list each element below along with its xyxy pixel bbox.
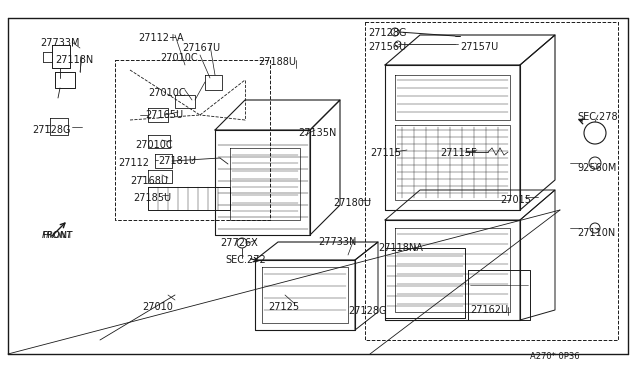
Text: 27135N: 27135N xyxy=(298,128,337,138)
Text: 27726X: 27726X xyxy=(220,238,258,248)
Text: 27733N: 27733N xyxy=(318,237,356,247)
Text: 27010C: 27010C xyxy=(148,88,186,98)
Text: 27110N: 27110N xyxy=(577,228,615,238)
Text: 27128G: 27128G xyxy=(32,125,70,135)
Text: 27115: 27115 xyxy=(370,148,401,158)
Text: SEC.272: SEC.272 xyxy=(225,255,266,265)
Text: 27125: 27125 xyxy=(268,302,299,312)
Text: 27015: 27015 xyxy=(500,195,531,205)
Text: 27162U: 27162U xyxy=(470,305,508,315)
Text: 27112+A: 27112+A xyxy=(138,33,184,43)
Text: 92560M: 92560M xyxy=(577,163,616,173)
Text: 27118N: 27118N xyxy=(55,55,93,65)
Text: 27167U: 27167U xyxy=(182,43,220,53)
Text: 27156U: 27156U xyxy=(368,42,406,52)
Text: 27128G: 27128G xyxy=(348,306,387,316)
Text: 27733M: 27733M xyxy=(40,38,79,48)
Text: 27188U: 27188U xyxy=(258,57,296,67)
Text: 27185U: 27185U xyxy=(133,193,171,203)
Text: 27165U: 27165U xyxy=(145,110,183,120)
Text: 27010: 27010 xyxy=(142,302,173,312)
Text: 27180U: 27180U xyxy=(333,198,371,208)
Text: FRONT: FRONT xyxy=(42,231,72,240)
Text: 27115F: 27115F xyxy=(440,148,477,158)
Text: 27112: 27112 xyxy=(118,158,149,168)
Text: 27118NA: 27118NA xyxy=(378,243,423,253)
Text: 27010C: 27010C xyxy=(160,53,198,63)
Text: 27168U: 27168U xyxy=(130,176,168,186)
Text: A270* 0P36: A270* 0P36 xyxy=(530,352,580,361)
Text: SEC.278: SEC.278 xyxy=(577,112,618,122)
Text: 27128G: 27128G xyxy=(368,28,406,38)
Text: 27181U: 27181U xyxy=(158,156,196,166)
Text: FRONT: FRONT xyxy=(42,231,73,240)
Text: 27010C: 27010C xyxy=(135,140,173,150)
Text: 27157U: 27157U xyxy=(460,42,499,52)
